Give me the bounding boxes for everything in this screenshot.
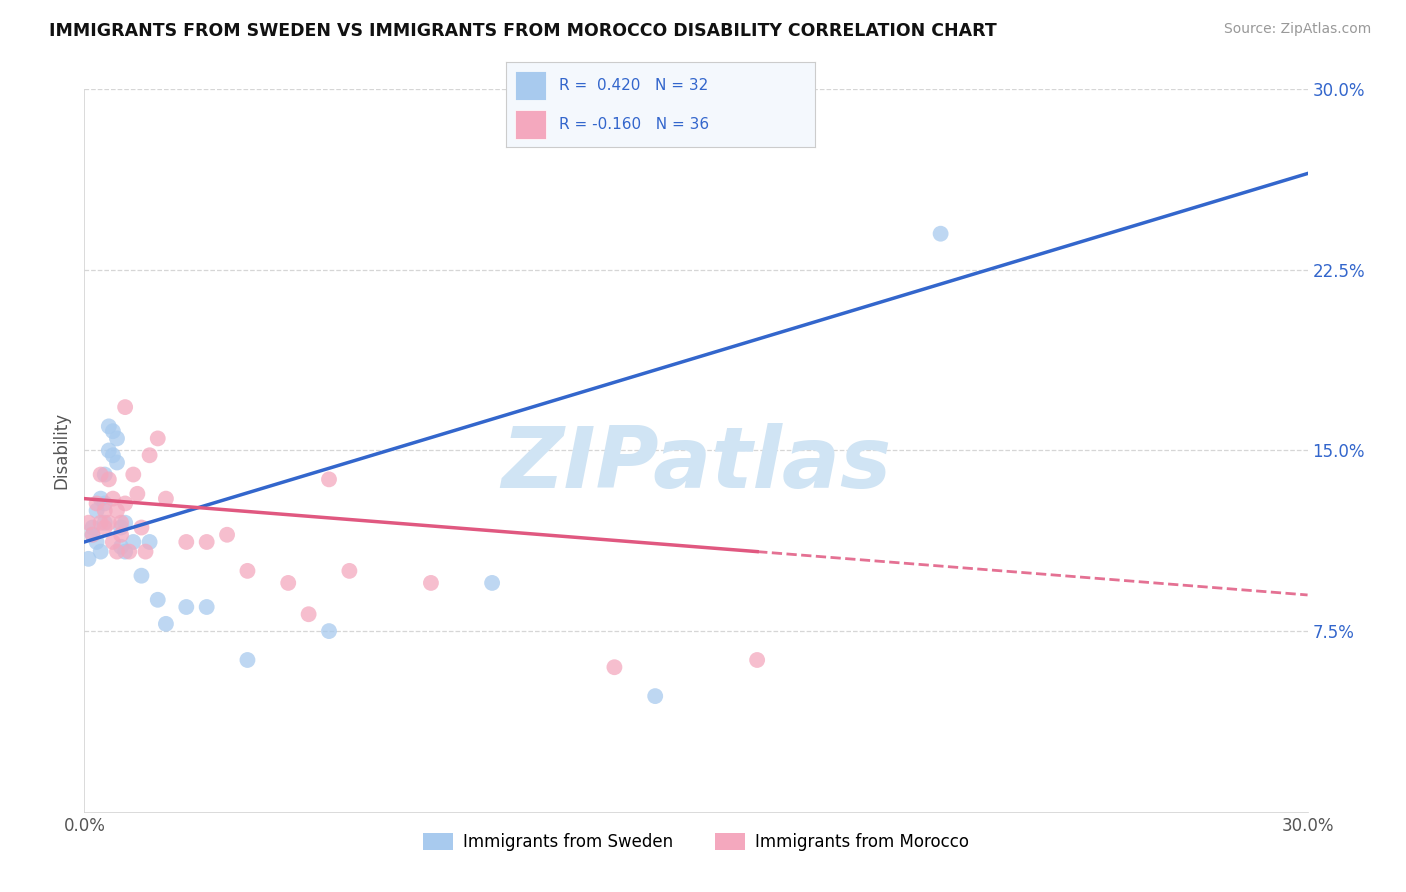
Point [217,527,239,541]
Text: R = -0.160   N = 36: R = -0.160 N = 36 [558,117,709,132]
Point [110,516,132,530]
Point [174,535,197,549]
Point [97,419,120,434]
Text: R =  0.420   N = 32: R = 0.420 N = 32 [558,78,709,93]
FancyBboxPatch shape [516,110,547,139]
Point [339,564,361,578]
Point [420,576,443,591]
Point [101,448,124,462]
Point [644,689,666,703]
Point [146,431,169,445]
Point [97,443,120,458]
Point [90,491,112,506]
Point [101,535,124,549]
Point [86,535,108,549]
Point [77,551,100,566]
Point [131,568,153,582]
Point [90,544,112,558]
Point [93,520,115,534]
Point [122,467,145,482]
Point [86,503,108,517]
Point [97,516,120,530]
Text: IMMIGRANTS FROM SWEDEN VS IMMIGRANTS FROM MOROCCO DISABILITY CORRELATION CHART: IMMIGRANTS FROM SWEDEN VS IMMIGRANTS FRO… [49,22,997,40]
Point [138,448,160,462]
Point [195,535,218,549]
Point [105,503,128,517]
Point [127,487,149,501]
Point [101,424,124,438]
Point [82,527,104,541]
Point [481,576,503,591]
Point [105,544,128,558]
Point [110,540,132,554]
Point [93,467,115,482]
Point [146,592,169,607]
Point [122,535,145,549]
Point [90,467,112,482]
Point [77,516,100,530]
Point [93,516,115,530]
Point [155,616,177,631]
Point [138,535,160,549]
Point [298,607,321,622]
Point [110,520,132,534]
Point [318,472,340,486]
Point [82,527,104,541]
Legend: Immigrants from Sweden, Immigrants from Morocco: Immigrants from Sweden, Immigrants from … [416,826,976,857]
Point [155,491,177,506]
Point [105,455,128,469]
FancyBboxPatch shape [516,71,547,100]
Point [93,503,115,517]
Point [82,520,104,534]
Point [236,653,259,667]
Point [929,227,952,241]
Point [174,599,197,614]
Point [195,599,218,614]
Point [114,496,136,510]
Point [114,544,136,558]
Point [110,527,132,541]
Point [318,624,340,639]
Point [135,544,157,558]
Text: Source: ZipAtlas.com: Source: ZipAtlas.com [1223,22,1371,37]
Point [277,576,299,591]
Point [747,653,769,667]
Point [86,496,108,510]
Point [131,520,153,534]
Point [97,472,120,486]
Point [105,431,128,445]
Point [114,516,136,530]
Point [114,400,136,414]
Point [236,564,259,578]
Point [603,660,626,674]
Text: ZIPatlas: ZIPatlas [501,424,891,507]
Point [118,544,141,558]
Point [93,496,115,510]
Y-axis label: Disability: Disability [52,412,70,489]
Point [101,491,124,506]
Point [90,516,112,530]
